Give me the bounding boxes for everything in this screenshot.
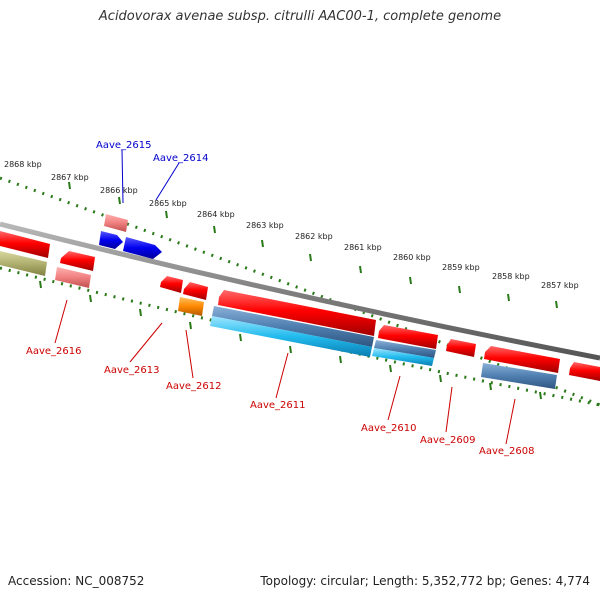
gene-feature-aave-2615b[interactable] bbox=[99, 231, 123, 249]
gene-label-aave-2610[interactable]: Aave_2610 bbox=[361, 423, 417, 434]
reverse-strand-features bbox=[0, 231, 600, 389]
kbp-labels: 2868 kbp 2867 kbp 2866 kbp 2865 kbp 2864… bbox=[4, 160, 579, 290]
kbp-label: 2866 kbp bbox=[100, 186, 138, 195]
gene-label-aave-2616[interactable]: Aave_2616 bbox=[26, 346, 82, 357]
genome-summary-text: Topology: circular; Length: 5,352,772 bp… bbox=[260, 574, 590, 588]
gene-label-aave-2614[interactable]: Aave_2614 bbox=[153, 153, 209, 164]
gene-label-aave-2611[interactable]: Aave_2611 bbox=[250, 400, 306, 411]
gene-feature-2610-cyan[interactable] bbox=[372, 348, 434, 366]
kbp-label: 2859 kbp bbox=[442, 263, 480, 272]
map-title: Acidovorax avenae subsp. citrulli AAC00-… bbox=[98, 9, 502, 24]
gene-feature-aave-2608[interactable] bbox=[484, 346, 560, 373]
gene-label-aave-2613[interactable]: Aave_2613 bbox=[104, 365, 160, 376]
gene-feature-aave-2613[interactable] bbox=[160, 276, 183, 293]
gene-feature-aave-2616[interactable] bbox=[55, 267, 91, 288]
kbp-label: 2864 kbp bbox=[197, 210, 235, 219]
kbp-label: 2857 kbp bbox=[541, 281, 579, 290]
kbp-label: 2865 kbp bbox=[149, 199, 187, 208]
kbp-label: 2863 kbp bbox=[246, 221, 284, 230]
gene-feature-left-olive[interactable] bbox=[0, 251, 47, 276]
gene-feature-aave-2615[interactable] bbox=[104, 214, 128, 232]
gene-label-aave-2608[interactable]: Aave_2608 bbox=[479, 446, 535, 457]
gene-feature-2608-steel[interactable] bbox=[481, 363, 557, 389]
gene-label-aave-2609[interactable]: Aave_2609 bbox=[420, 435, 476, 446]
gene-feature-2611-steel[interactable] bbox=[212, 306, 374, 347]
gene-feature-aave-2611[interactable] bbox=[218, 290, 376, 336]
kbp-label: 2861 kbp bbox=[344, 243, 382, 252]
gene-feature-aave-2609[interactable] bbox=[446, 339, 476, 357]
accession-text: Accession: NC_008752 bbox=[8, 574, 145, 588]
genome-backbone bbox=[0, 221, 600, 361]
gene-feature-2616a[interactable] bbox=[60, 251, 95, 271]
kbp-label: 2862 kbp bbox=[295, 232, 333, 241]
gene-labels: Aave_2615 Aave_2614 Aave_2616 Aave_2613 … bbox=[26, 140, 535, 457]
gene-feature-aave-2614[interactable] bbox=[123, 237, 162, 259]
kbp-label: 2858 kbp bbox=[492, 272, 530, 281]
kbp-label: 2868 kbp bbox=[4, 160, 42, 169]
kbp-label: 2860 kbp bbox=[393, 253, 431, 262]
gene-feature-left-red[interactable] bbox=[0, 231, 50, 258]
gene-label-aave-2615[interactable]: Aave_2615 bbox=[96, 140, 152, 151]
kbp-label: 2867 kbp bbox=[51, 173, 89, 182]
gene-feature-2613b[interactable] bbox=[183, 282, 208, 300]
gene-feature-right-red[interactable] bbox=[569, 362, 600, 381]
forward-strand-features bbox=[99, 214, 162, 259]
outer-major-ticks bbox=[68, 181, 558, 309]
inner-major-ticks bbox=[39, 280, 542, 400]
gene-feature-aave-2612[interactable] bbox=[178, 297, 204, 316]
gene-feature-aave-2610[interactable] bbox=[378, 325, 438, 349]
gene-feature-2610-steel[interactable] bbox=[374, 340, 436, 358]
label-leaders bbox=[54, 149, 516, 445]
gene-label-aave-2612[interactable]: Aave_2612 bbox=[166, 381, 222, 392]
gene-feature-2611-cyan[interactable] bbox=[210, 316, 372, 357]
